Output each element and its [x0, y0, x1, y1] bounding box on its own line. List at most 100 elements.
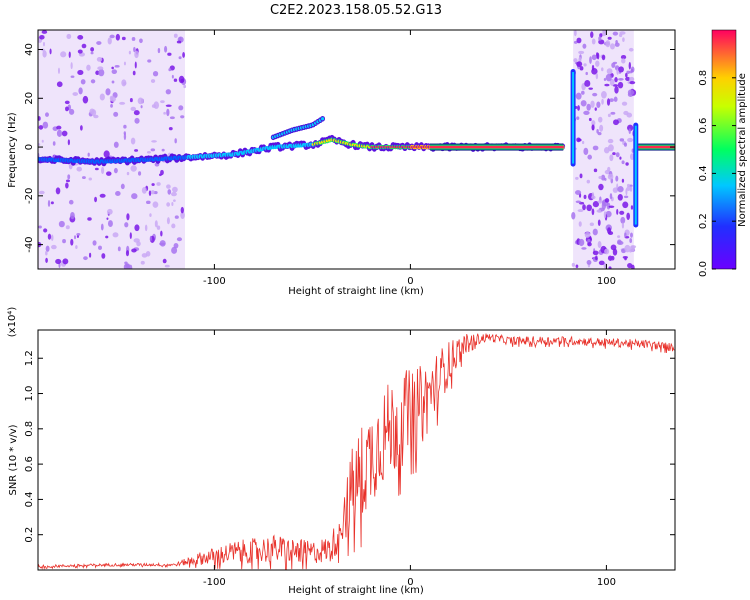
- noise-speckle: [585, 71, 588, 76]
- noise-speckle: [134, 117, 140, 124]
- noise-speckle: [573, 40, 578, 44]
- noise-speckle: [52, 141, 56, 146]
- spectrogram-frame: [37, 29, 676, 270]
- noise-speckle: [115, 33, 120, 41]
- noise-speckle: [128, 50, 131, 55]
- noise-speckle: [130, 165, 137, 172]
- noise-speckle: [575, 176, 579, 180]
- noise-speckle: [129, 97, 133, 103]
- noise-speckle: [70, 211, 75, 220]
- noise-speckle: [146, 200, 151, 204]
- noise-speckle: [70, 75, 75, 78]
- noise-speckle: [62, 258, 69, 265]
- noise-speckle: [578, 50, 585, 55]
- noise-speckle: [107, 220, 113, 227]
- noise-speckle: [74, 235, 77, 240]
- noise-speckle: [87, 217, 92, 221]
- noise-speckle: [583, 194, 587, 200]
- spectrogram-ylabel: Frequency (Hz): [7, 112, 18, 188]
- noise-speckle: [121, 36, 126, 41]
- noise-speckle: [577, 138, 582, 142]
- snr-panel: -100 0 100 0.2 0.4 0.6 0.8 1.0 1.2 Height of str…: [7, 307, 676, 596]
- noise-speckle: [601, 54, 606, 61]
- noise-speckle: [168, 126, 173, 131]
- noise-speckle: [97, 66, 104, 71]
- noise-speckle: [176, 237, 183, 242]
- noise-speckle: [607, 227, 612, 234]
- noise-speckle: [123, 132, 127, 141]
- noise-speckle: [628, 61, 631, 70]
- noise-speckle: [571, 211, 576, 220]
- noise-speckle: [617, 239, 622, 245]
- noise-speckle: [65, 182, 69, 189]
- noise-speckle: [615, 175, 619, 182]
- noise-speckle: [129, 232, 132, 240]
- noise-speckle: [94, 196, 98, 203]
- noise-speckle: [176, 40, 182, 44]
- noise-speckle: [38, 225, 42, 229]
- noise-speckle: [137, 97, 144, 105]
- noise-speckle: [598, 176, 602, 180]
- noise-speckle: [591, 64, 595, 71]
- noise-speckle: [62, 239, 66, 244]
- noise-speckle: [624, 232, 627, 238]
- noise-speckle: [622, 201, 629, 209]
- noise-speckle: [149, 213, 152, 217]
- noise-speckle: [126, 171, 130, 176]
- noise-speckle: [605, 73, 612, 82]
- noise-speckle: [607, 144, 614, 152]
- noise-speckle: [77, 49, 83, 54]
- noise-speckle: [605, 210, 612, 218]
- noise-speckle: [621, 101, 628, 106]
- noise-speckle: [599, 124, 604, 132]
- noise-speckle: [125, 250, 130, 257]
- noise-speckle: [151, 183, 155, 186]
- colorbar-gradient: [711, 29, 737, 270]
- noise-speckle: [113, 111, 119, 117]
- noise-speckle: [136, 241, 141, 247]
- noise-speckle: [608, 205, 615, 209]
- noise-speckle: [77, 69, 84, 76]
- noise-speckle: [625, 162, 629, 166]
- noise-speckle: [597, 209, 602, 213]
- noise-speckle: [105, 88, 111, 96]
- noise-speckle: [86, 64, 91, 71]
- noise-speckle: [607, 255, 613, 261]
- noise-speckle: [101, 166, 105, 175]
- noise-speckle: [586, 204, 592, 212]
- noise-speckle: [107, 37, 112, 45]
- noise-speckle: [65, 106, 69, 112]
- noise-speckle: [587, 154, 592, 160]
- noise-speckle: [593, 168, 598, 173]
- noise-speckle: [174, 138, 177, 144]
- noise-speckle: [133, 110, 140, 116]
- noise-speckle: [596, 101, 601, 108]
- snr-line: [38, 333, 675, 570]
- ridge-line-core: [430, 145, 564, 149]
- noise-speckle: [166, 184, 171, 189]
- noise-speckle: [134, 50, 139, 59]
- noise-speckle: [39, 34, 45, 40]
- noise-speckle: [618, 66, 624, 73]
- noise-speckle: [134, 224, 140, 232]
- snr-xlabel: Height of straight line (km): [288, 585, 424, 596]
- noise-speckle: [109, 34, 115, 39]
- noise-speckle: [111, 69, 118, 75]
- noise-speckle: [591, 38, 596, 45]
- noise-speckle: [99, 193, 106, 198]
- noise-speckle: [90, 51, 94, 55]
- noise-speckle: [576, 61, 583, 67]
- noise-speckle: [595, 73, 599, 80]
- noise-speckle: [166, 108, 170, 117]
- noise-speckle: [103, 150, 110, 158]
- noise-speckle: [614, 77, 618, 83]
- noise-speckle: [45, 257, 48, 263]
- noise-speckle: [129, 264, 133, 269]
- noise-speckle: [99, 93, 105, 101]
- noise-speckle: [620, 216, 626, 224]
- noise-speckle: [628, 128, 631, 134]
- noise-speckle: [83, 256, 88, 261]
- noise-speckle: [158, 173, 162, 177]
- noise-speckle: [612, 152, 616, 156]
- noise-speckle: [629, 232, 633, 238]
